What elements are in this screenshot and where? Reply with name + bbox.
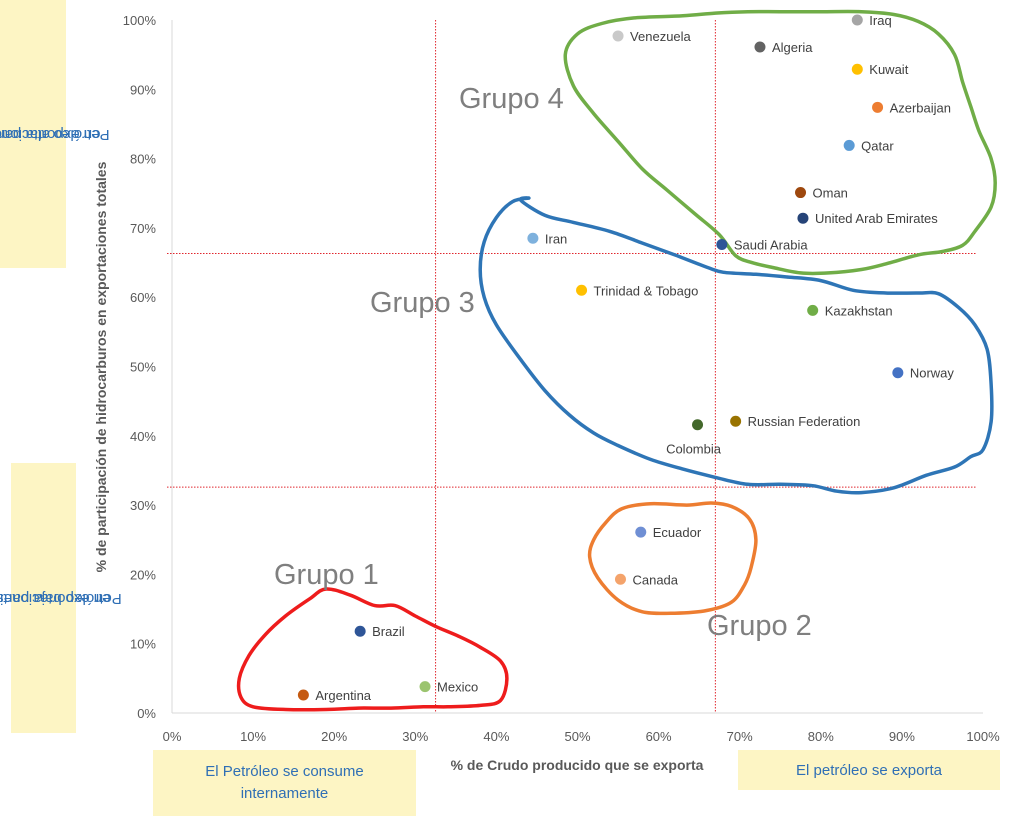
chart-axes: 0% 10% 20% 30% 40% 50% 60% 70% 80% 90% 100% 0% 10% 20… bbox=[123, 13, 1000, 744]
data-label: Argentina bbox=[315, 688, 371, 703]
data-point bbox=[892, 367, 904, 379]
data-point bbox=[795, 187, 807, 199]
y-tick-label: 0% bbox=[137, 706, 156, 721]
data-label: Russian Federation bbox=[748, 414, 861, 429]
data-point bbox=[635, 526, 647, 538]
data-point bbox=[851, 63, 863, 75]
note-consumed-line2: internamente bbox=[240, 785, 329, 802]
data-label: Trinidad & Tobago bbox=[594, 283, 699, 298]
note-consumed-line1: El Petróleo se consume bbox=[205, 763, 364, 780]
x-tick-label: 20% bbox=[321, 729, 347, 744]
data-label: Oman bbox=[813, 186, 848, 201]
group-labels: Grupo 1 Grupo 2 Grupo 3 Grupo 4 bbox=[274, 83, 812, 642]
y-tick-label: 10% bbox=[130, 637, 156, 652]
data-label: Saudi Arabia bbox=[734, 238, 808, 253]
data-point bbox=[527, 232, 539, 244]
data-label: Qatar bbox=[861, 138, 894, 153]
data-label: Venezuela bbox=[630, 29, 691, 44]
group-label-3: Grupo 3 bbox=[370, 287, 475, 319]
note-consumed-internally: El Petróleo se consume internamente bbox=[153, 750, 416, 816]
group-outline-2 bbox=[587, 501, 758, 616]
data-point bbox=[754, 41, 766, 53]
data-point bbox=[576, 284, 588, 296]
note-low-participation: Petróleo baja participaciónen exportacio… bbox=[0, 463, 122, 733]
data-label: Norway bbox=[910, 366, 955, 381]
x-tick-label: 100% bbox=[966, 729, 1000, 744]
data-label: Ecuador bbox=[653, 525, 702, 540]
data-point bbox=[797, 212, 809, 224]
data-label: Colombia bbox=[666, 442, 722, 457]
x-tick-label: 90% bbox=[889, 729, 915, 744]
x-tick-label: 10% bbox=[240, 729, 266, 744]
data-point bbox=[354, 625, 366, 637]
data-point bbox=[716, 239, 728, 251]
note-exported: El petróleo se exporta bbox=[738, 750, 1000, 790]
x-tick-label: 70% bbox=[727, 729, 753, 744]
x-tick-label: 80% bbox=[808, 729, 834, 744]
data-label: Iraq bbox=[869, 13, 891, 28]
x-axis-title: % de Crudo producido que se exporta bbox=[451, 757, 704, 773]
group-outline-1 bbox=[236, 587, 509, 712]
x-tick-label: 50% bbox=[564, 729, 590, 744]
x-tick-label: 40% bbox=[483, 729, 509, 744]
note-high-participation: Petróleo alta participaciónen exportacio… bbox=[0, 0, 109, 268]
y-tick-label: 30% bbox=[130, 498, 156, 513]
y-tick-label: 70% bbox=[130, 221, 156, 236]
x-tick-label: 0% bbox=[163, 729, 182, 744]
x-tick-label: 60% bbox=[646, 729, 672, 744]
data-point bbox=[612, 30, 624, 42]
group-label-2: Grupo 2 bbox=[707, 610, 812, 642]
data-point bbox=[297, 689, 309, 701]
data-label: Mexico bbox=[437, 680, 478, 695]
y-tick-label: 60% bbox=[130, 290, 156, 305]
group-label-4: Grupo 4 bbox=[459, 83, 564, 115]
data-point bbox=[851, 14, 863, 26]
data-label: Azerbaijan bbox=[890, 100, 951, 115]
y-tick-label: 90% bbox=[130, 82, 156, 97]
group-outline-3 bbox=[478, 196, 994, 495]
data-label: United Arab Emirates bbox=[815, 211, 938, 226]
x-tick-label: 30% bbox=[402, 729, 428, 744]
data-point bbox=[730, 415, 742, 427]
data-label: Kuwait bbox=[869, 62, 908, 77]
data-point bbox=[807, 304, 819, 316]
threshold-lines bbox=[167, 20, 976, 713]
data-label: Canada bbox=[632, 572, 678, 587]
y-tick-label: 100% bbox=[123, 13, 157, 28]
y-axis-title: % de participación de hidrocarburos en e… bbox=[93, 161, 109, 572]
group-outlines bbox=[236, 9, 997, 712]
data-point bbox=[692, 419, 704, 431]
note-exported-text: El petróleo se exporta bbox=[796, 761, 942, 779]
data-label: Iran bbox=[545, 231, 567, 246]
data-label: Algeria bbox=[772, 40, 813, 55]
data-point bbox=[419, 681, 431, 693]
y-tick-label: 40% bbox=[130, 429, 156, 444]
group-label-1: Grupo 1 bbox=[274, 559, 379, 591]
y-tick-label: 20% bbox=[130, 567, 156, 582]
data-points: Iraq Venezuela Algeria Kuwait Azerbaijan Qata… bbox=[297, 13, 955, 703]
data-label: Kazakhstan bbox=[825, 303, 893, 318]
data-point bbox=[843, 139, 855, 151]
group-outline-4 bbox=[563, 9, 997, 276]
data-label: Brazil bbox=[372, 624, 405, 639]
y-tick-label: 80% bbox=[130, 152, 156, 167]
y-tick-label: 50% bbox=[130, 360, 156, 375]
data-point bbox=[872, 101, 884, 113]
data-point bbox=[614, 573, 626, 585]
